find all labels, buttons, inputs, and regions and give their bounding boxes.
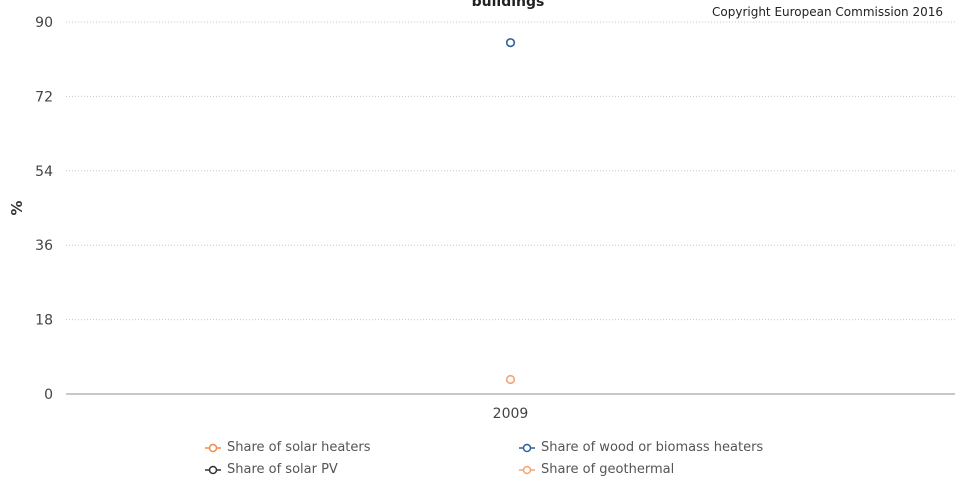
data-point-series-3[interactable]: [505, 374, 516, 385]
legend-item-wood-biomass-heaters[interactable]: Share of wood or biomass heaters: [519, 440, 839, 455]
chart: 0 18 36 54 72 90 2009 buildings Copyright Eur…: [8, 0, 955, 422]
y-tick-label: 18: [35, 313, 53, 329]
y-tick-label: 0: [44, 387, 53, 403]
legend-label: Share of geothermal: [541, 462, 675, 477]
y-tick-label: 72: [35, 89, 53, 105]
legend-marker-icon: [205, 465, 221, 474]
y-axis-label: %: [8, 200, 26, 215]
x-tick-label: 2009: [493, 406, 529, 422]
legend-label: Share of wood or biomass heaters: [541, 440, 764, 455]
x-tick-labels: 2009: [493, 406, 529, 422]
chart-title: buildings: [472, 0, 545, 10]
legend-marker-icon: [519, 465, 535, 474]
legend: Share of solar heaters Share of wood or …: [205, 440, 845, 477]
legend-item-solar-pv[interactable]: Share of solar PV: [205, 462, 519, 477]
gridlines: [66, 21, 955, 395]
legend-label: Share of solar heaters: [227, 440, 371, 455]
y-tick-label: 54: [35, 164, 53, 180]
copyright-credit: Copyright European Commission 2016: [712, 5, 943, 19]
legend-label: Share of solar PV: [227, 462, 338, 477]
legend-item-solar-heaters[interactable]: Share of solar heaters: [205, 440, 519, 455]
legend-item-geothermal[interactable]: Share of geothermal: [519, 462, 839, 477]
y-tick-label: 90: [35, 15, 53, 31]
y-tick-labels: 0 18 36 54 72 90: [35, 15, 53, 403]
y-tick-label: 36: [35, 238, 53, 254]
legend-marker-icon: [205, 443, 221, 452]
data-point-series-1[interactable]: [505, 38, 516, 48]
legend-marker-icon: [519, 443, 535, 452]
data-points: [505, 38, 516, 385]
